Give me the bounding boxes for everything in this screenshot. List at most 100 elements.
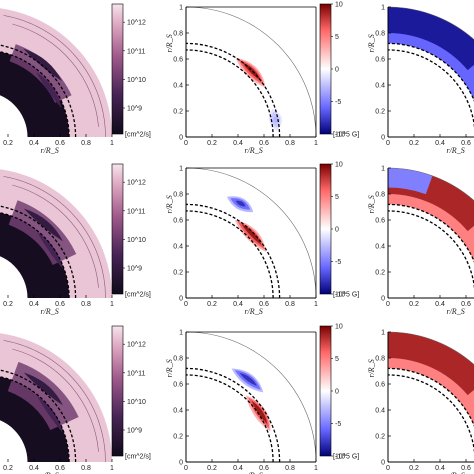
colorbar-unit-label: [10^5 G] — [333, 292, 359, 299]
x-tick-label: 1 — [314, 465, 318, 472]
colorbar-unit-label: [10^5 G] — [333, 132, 359, 139]
toroidal-panel-row-2 — [185, 167, 317, 299]
y-tick-label: 0 — [381, 296, 385, 303]
toroidal-colorbar — [319, 3, 332, 135]
contour-line — [12, 348, 99, 452]
y-tick-label: 0.8 — [173, 356, 183, 363]
colorbar-unit-label: [10^5 G] — [333, 454, 359, 461]
x-tick-label: 1 — [314, 140, 318, 147]
tachocline-dashed-line — [387, 374, 474, 454]
y-tick-label: 1 — [179, 330, 183, 337]
radiative-core-fill — [0, 376, 70, 462]
surface-arc — [185, 167, 317, 299]
colorbar-tick-label: 10^12 — [127, 342, 146, 349]
colorbar-tick-label: 10 — [335, 2, 343, 9]
diffusivity-minimum-lobe — [36, 72, 62, 109]
y-tick-label: 0.4 — [375, 83, 385, 90]
x-tick-label: 0.6 — [55, 301, 65, 308]
y-tick-label: 0.4 — [375, 408, 385, 415]
colorbar-tick-label: 0 — [335, 227, 339, 234]
colorbar-tick-label: -10 — [335, 454, 345, 461]
x-tick-label: 0.6 — [461, 465, 471, 472]
y-tick-label: 0.4 — [375, 244, 385, 251]
diffusivity-minimum-lobe — [37, 396, 63, 433]
y-tick-label: 0.2 — [375, 270, 385, 277]
y-tick-label: 0.2 — [173, 109, 183, 116]
x-tick-label: 0 — [386, 140, 390, 147]
toroidal-panel-row-1 — [185, 6, 317, 138]
x-axis-label: r/R_S — [40, 307, 58, 316]
colorbar-tick-label: 0 — [335, 389, 339, 396]
surface-arc — [387, 167, 474, 201]
tachocline-dashed-line — [387, 203, 474, 263]
x-tick-label: 0.4 — [435, 301, 445, 308]
diffusivity-minimum-lobe — [23, 372, 63, 406]
y-tick-label: 0.4 — [173, 408, 183, 415]
y-axis-label: r/R_S — [367, 359, 376, 377]
x-axis-label: r/R_S — [40, 146, 58, 155]
x-tick-label: 1 — [110, 465, 114, 472]
y-tick-label: 1 — [381, 166, 385, 173]
colorbar-tick-label: 10 — [335, 162, 343, 169]
y-axis-label: r/R_S — [165, 195, 174, 213]
y-tick-label: 0.6 — [375, 57, 385, 64]
x-tick-label: 0.8 — [285, 301, 295, 308]
surface-arc — [387, 331, 474, 365]
y-tick-label: 0.2 — [375, 434, 385, 441]
tachocline-dashed-line — [387, 49, 474, 129]
x-tick-label: 0.8 — [285, 140, 295, 147]
x-tick-label: 0.2 — [3, 140, 13, 147]
y-tick-label: 1 — [179, 166, 183, 173]
x-tick-label: 0.4 — [29, 140, 39, 147]
surface-arc — [185, 6, 317, 138]
positive-field-core — [242, 62, 261, 81]
colorbar-tick-label: 5 — [335, 356, 339, 363]
diffusivity-minimum-lobe — [37, 232, 63, 269]
tachocline-dashed-line — [0, 212, 70, 299]
tachocline-dashed-line — [0, 205, 77, 299]
y-axis-label: r/R_S — [165, 34, 174, 52]
y-tick-label: 0 — [381, 135, 385, 142]
tachocline-dashed-line — [0, 44, 77, 138]
x-tick-label: 0.8 — [285, 465, 295, 472]
colorbar-unit-label: [cm^2/s] — [125, 292, 151, 299]
x-tick-label: 0.2 — [207, 301, 217, 308]
colorbar-tick-label: 10^12 — [127, 20, 146, 27]
x-tick-label: 0.2 — [409, 465, 419, 472]
colorbar-tick-label: 0 — [335, 67, 339, 74]
colorbar-tick-label: 10^10 — [127, 77, 146, 84]
tachocline-dashed-line — [387, 42, 474, 102]
x-tick-label: 0.2 — [207, 465, 217, 472]
x-tick-label: 0.6 — [259, 465, 269, 472]
x-tick-label: 0.2 — [3, 301, 13, 308]
y-tick-label: 0.2 — [173, 270, 183, 277]
x-tick-label: 0.6 — [259, 301, 269, 308]
x-axis-label: r/R_S — [40, 471, 58, 474]
x-axis-label: r/R_S — [446, 471, 464, 474]
negative-field-core — [235, 200, 246, 207]
colorbar-tick-label: 10^9 — [127, 428, 142, 435]
toroidal-colorbar — [319, 325, 332, 457]
negative-field-core — [239, 372, 257, 386]
tachocline-dashed-line — [185, 210, 274, 299]
x-tick-label: 0.2 — [207, 140, 217, 147]
y-tick-label: 0.6 — [173, 218, 183, 225]
colorbar-tick-label: 10^11 — [127, 370, 145, 377]
colorbar-tick-label: 5 — [335, 194, 339, 201]
y-axis-label: r/R_S — [367, 34, 376, 52]
contour-line — [12, 184, 99, 288]
colorbar-tick-label: 10^10 — [127, 399, 146, 406]
tachocline-dashed-line — [0, 376, 70, 463]
x-tick-label: 0.8 — [81, 465, 91, 472]
x-axis-label: r/R_S — [446, 146, 464, 155]
y-tick-label: 0.8 — [173, 192, 183, 199]
negative-patch — [388, 168, 433, 195]
radiative-core-fill — [0, 212, 70, 298]
y-tick-label: 0.4 — [173, 83, 183, 90]
x-tick-label: 0.4 — [233, 140, 243, 147]
x-tick-label: 1 — [314, 301, 318, 308]
contour-line — [3, 15, 106, 138]
tachocline-dashed-line — [0, 369, 77, 463]
tachocline-dashed-line — [185, 49, 274, 138]
colorbar-tick-label: 10^11 — [127, 48, 145, 55]
